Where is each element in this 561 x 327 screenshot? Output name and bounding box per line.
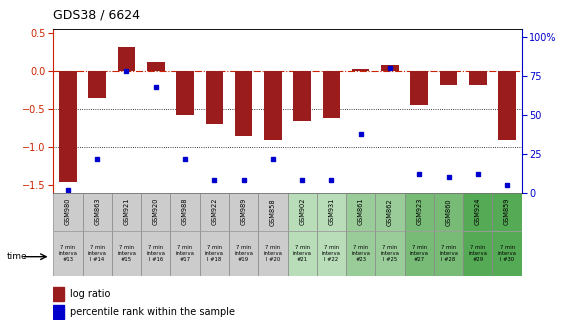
Bar xyxy=(112,231,141,276)
Bar xyxy=(498,71,516,140)
Bar xyxy=(493,231,522,276)
Text: GSM859: GSM859 xyxy=(504,198,510,226)
Text: GSM924: GSM924 xyxy=(475,198,481,226)
Text: GSM921: GSM921 xyxy=(123,198,130,225)
Text: 7 min
interva
#15: 7 min interva #15 xyxy=(117,245,136,262)
Bar xyxy=(352,69,370,71)
Bar xyxy=(469,71,486,85)
Text: 7 min
interva
#17: 7 min interva #17 xyxy=(176,245,195,262)
Text: GSM902: GSM902 xyxy=(299,198,305,226)
Bar xyxy=(287,231,317,276)
Text: GDS38 / 6624: GDS38 / 6624 xyxy=(53,8,140,21)
Bar xyxy=(258,193,287,231)
Bar xyxy=(200,193,229,231)
Bar xyxy=(375,193,404,231)
Text: GSM989: GSM989 xyxy=(241,198,247,225)
Text: 7 min
interva
#21: 7 min interva #21 xyxy=(293,245,311,262)
Bar xyxy=(229,231,258,276)
Text: GSM920: GSM920 xyxy=(153,198,159,226)
Bar xyxy=(317,193,346,231)
Text: 7 min
interva
l #22: 7 min interva l #22 xyxy=(322,245,341,262)
Text: GSM858: GSM858 xyxy=(270,198,276,226)
Bar xyxy=(171,231,200,276)
Bar xyxy=(82,193,112,231)
Text: 7 min
interva
#19: 7 min interva #19 xyxy=(234,245,253,262)
Bar xyxy=(89,71,106,98)
Text: GSM860: GSM860 xyxy=(445,198,452,226)
Bar xyxy=(141,193,171,231)
Bar xyxy=(404,193,434,231)
Bar xyxy=(264,71,282,140)
Bar xyxy=(381,65,399,71)
Bar xyxy=(287,193,317,231)
Bar xyxy=(463,231,493,276)
Bar xyxy=(112,193,141,231)
Bar xyxy=(493,193,522,231)
Bar xyxy=(404,231,434,276)
Text: log ratio: log ratio xyxy=(70,289,111,299)
Bar xyxy=(200,231,229,276)
Bar xyxy=(53,305,64,318)
Text: GSM922: GSM922 xyxy=(211,198,217,226)
Bar xyxy=(258,231,287,276)
Bar xyxy=(171,193,200,231)
Text: GSM861: GSM861 xyxy=(358,198,364,226)
Text: 7 min
interva
#27: 7 min interva #27 xyxy=(410,245,429,262)
Bar xyxy=(53,287,64,301)
Bar xyxy=(463,193,493,231)
Bar xyxy=(293,71,311,121)
Bar xyxy=(323,71,340,118)
Bar xyxy=(53,193,82,231)
Text: 7 min
interva
#23: 7 min interva #23 xyxy=(351,245,370,262)
Text: percentile rank within the sample: percentile rank within the sample xyxy=(70,307,235,317)
Bar xyxy=(375,231,404,276)
Bar xyxy=(346,193,375,231)
Text: 7 min
interva
l #28: 7 min interva l #28 xyxy=(439,245,458,262)
Bar xyxy=(118,47,135,71)
Text: 7 min
interva
l #25: 7 min interva l #25 xyxy=(380,245,399,262)
Text: GSM923: GSM923 xyxy=(416,198,422,225)
Text: 7 min
interva
l #20: 7 min interva l #20 xyxy=(264,245,282,262)
Bar xyxy=(440,71,457,85)
Bar xyxy=(205,71,223,125)
Text: GSM862: GSM862 xyxy=(387,198,393,226)
Bar xyxy=(147,62,164,71)
Bar xyxy=(53,231,82,276)
Bar xyxy=(82,231,112,276)
Text: GSM980: GSM980 xyxy=(65,198,71,226)
Text: 7 min
interva
#29: 7 min interva #29 xyxy=(468,245,488,262)
Text: GSM863: GSM863 xyxy=(94,198,100,226)
Bar xyxy=(434,231,463,276)
Bar xyxy=(411,71,428,106)
Text: GSM931: GSM931 xyxy=(328,198,334,225)
Text: 7 min
interva
#13: 7 min interva #13 xyxy=(58,245,77,262)
Text: 7 min
interva
l #30: 7 min interva l #30 xyxy=(498,245,517,262)
Bar xyxy=(346,231,375,276)
Bar xyxy=(434,193,463,231)
Bar xyxy=(317,231,346,276)
Text: 7 min
interva
l #18: 7 min interva l #18 xyxy=(205,245,224,262)
Text: 7 min
interva
l #14: 7 min interva l #14 xyxy=(88,245,107,262)
Bar xyxy=(141,231,171,276)
Text: time: time xyxy=(7,252,27,261)
Text: GSM988: GSM988 xyxy=(182,198,188,226)
Bar xyxy=(229,193,258,231)
Bar xyxy=(59,71,77,181)
Text: 7 min
interva
l #16: 7 min interva l #16 xyxy=(146,245,165,262)
Bar xyxy=(176,71,194,114)
Bar xyxy=(235,71,252,136)
